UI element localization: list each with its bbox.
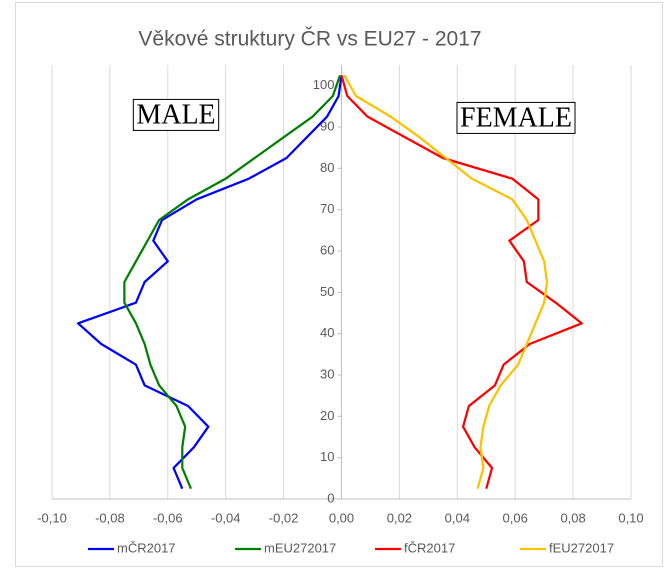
- x-tick-label: 0,02: [387, 510, 412, 525]
- x-tick-label: 0,08: [560, 510, 585, 525]
- y-tick-label: 40: [320, 325, 334, 340]
- y-tick-label: 70: [320, 201, 334, 216]
- y-tick-label: 50: [320, 284, 334, 299]
- legend-label: mČR2017: [117, 540, 176, 555]
- y-tick-label: 60: [320, 242, 334, 257]
- y-tick-label: 100: [313, 77, 335, 92]
- x-tick-label: -0,06: [153, 510, 183, 525]
- legend-label: fEU272017: [549, 540, 614, 555]
- annotation: MALE: [136, 99, 215, 130]
- x-tick-label: 0,04: [445, 510, 470, 525]
- y-tick-label: 20: [320, 408, 334, 423]
- annotation: FEMALE: [460, 102, 572, 133]
- x-tick-label: -0,02: [269, 510, 299, 525]
- annotation-box: [132, 98, 220, 131]
- x-tick-label: -0,08: [95, 510, 125, 525]
- legend-label: fČR2017: [404, 540, 455, 555]
- y-tick-label: 80: [320, 160, 334, 175]
- series-line: [76, 75, 343, 490]
- x-tick-label: 0,06: [503, 510, 528, 525]
- x-tick-label: -0,04: [211, 510, 241, 525]
- annotation-box: [456, 101, 576, 134]
- series-line: [343, 74, 549, 489]
- y-tick-label: 0: [327, 490, 334, 505]
- y-tick-label: 90: [320, 118, 334, 133]
- y-tick-label: 10: [320, 449, 334, 464]
- chart-title: Věkové struktury ČR vs EU27 - 2017: [138, 28, 481, 51]
- y-tick-label: 30: [320, 366, 334, 381]
- x-tick-label: -0,10: [37, 510, 67, 525]
- series-line: [123, 74, 342, 490]
- series-line: [340, 75, 583, 489]
- legend-label: mEU272017: [264, 540, 336, 555]
- x-tick-label: 0,00: [329, 510, 354, 525]
- x-tick-label: 0,10: [618, 510, 643, 525]
